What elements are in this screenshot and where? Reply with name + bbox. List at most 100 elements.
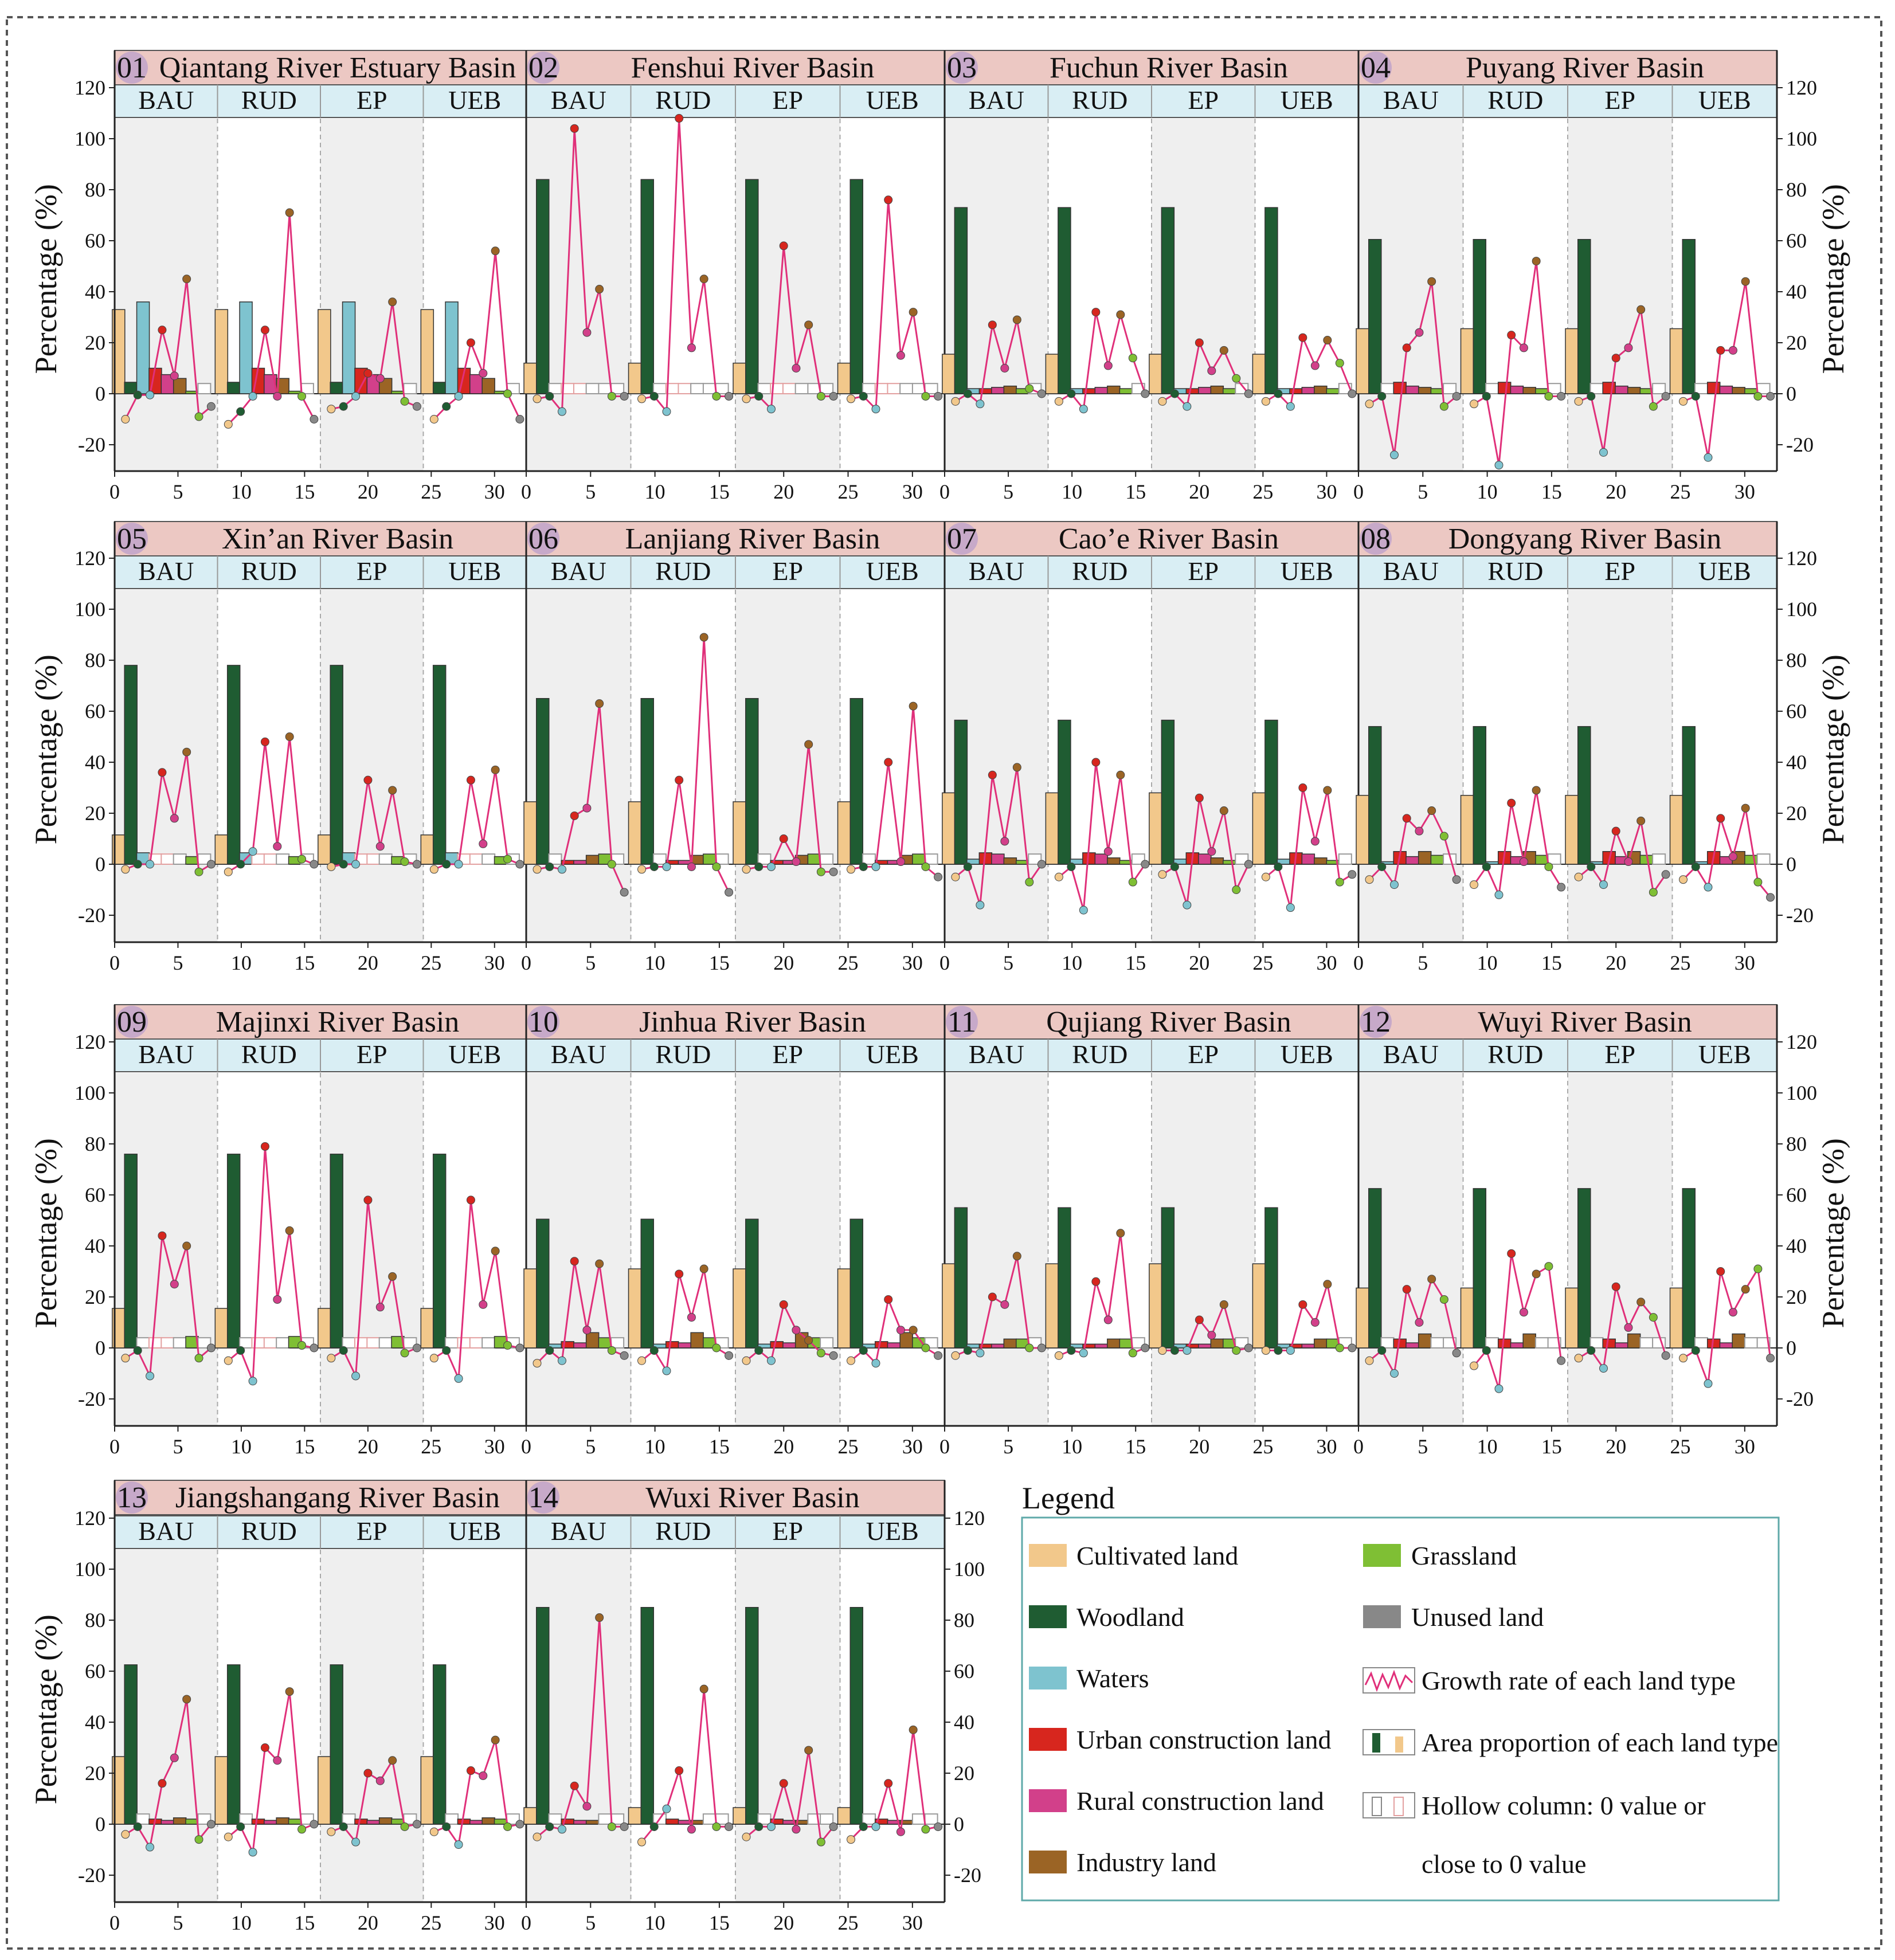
growth-point-woodland [1377, 862, 1387, 871]
x-tick-label: 25 [838, 480, 859, 503]
bar-woodland [330, 1664, 343, 1825]
bar-industry [899, 1332, 913, 1349]
bar-industry [1210, 857, 1224, 865]
growth-point-industry [804, 1336, 813, 1345]
growth-point-rural [479, 369, 488, 378]
growth-point-rural [170, 1280, 179, 1289]
scenario-label-ueb: UEB [1281, 556, 1333, 586]
growth-line [1473, 1253, 1563, 1389]
bar-industry [1418, 1333, 1432, 1349]
growth-point-waters [557, 1356, 566, 1365]
bar-woodland [1264, 207, 1278, 394]
scenario-label-ep: EP [772, 556, 803, 586]
bar-rural [1405, 1342, 1419, 1349]
bar-hollow-unused [924, 1813, 938, 1825]
bar-cultivated [837, 1807, 851, 1825]
y-tick-label: 60 [85, 1183, 105, 1206]
scenario-label-bau: BAU [551, 1040, 606, 1069]
bar-hollow-unused [197, 383, 212, 395]
bar-woodland [1058, 207, 1071, 394]
growth-point-woodland [859, 391, 868, 401]
bar-industry [1210, 1338, 1224, 1349]
bar-hollow-unused [1235, 853, 1249, 865]
bar-cultivated [1460, 795, 1474, 865]
growth-point-cultivated [121, 1830, 130, 1839]
panel-number-badge [527, 523, 559, 555]
bar-hollow-rural [366, 853, 381, 865]
growth-point-grassland [1128, 354, 1137, 363]
bar-rural [1094, 387, 1109, 394]
growth-point-urban [1091, 308, 1101, 317]
growth-point-grassland [503, 854, 512, 864]
scenario-label-ep: EP [1604, 85, 1635, 115]
y-tick-label-right: 100 [1786, 598, 1817, 621]
growth-point-woodland [339, 1822, 348, 1831]
growth-point-urban [779, 1300, 788, 1309]
bar-hollow-industry [481, 1337, 496, 1349]
growth-point-unused [1661, 1351, 1670, 1360]
bar-cultivated [523, 1268, 537, 1349]
legend-swatch-unused [1363, 1605, 1401, 1628]
bar-rural [1719, 1342, 1733, 1349]
bar-woodland [849, 698, 864, 865]
growth-point-industry [182, 1695, 191, 1704]
growth-point-grassland [816, 391, 825, 401]
growth-point-woodland [1274, 862, 1283, 871]
legend-box [1021, 1516, 1780, 1902]
y-tick-label: -20 [78, 433, 105, 456]
y-tick-label-right: 0 [1786, 382, 1796, 405]
growth-point-urban [675, 1766, 684, 1775]
bar-hollow-unused [1235, 1337, 1249, 1349]
growth-point-woodland [649, 1822, 659, 1831]
growth-point-cultivated [637, 1356, 647, 1365]
growth-point-cultivated [1054, 872, 1063, 881]
bar-woodland [954, 1207, 968, 1349]
y-tick-label-right: 60 [1786, 700, 1807, 723]
scenario-label-ep: EP [1604, 556, 1635, 586]
bar-grassland [1430, 854, 1444, 865]
growth-point-cultivated [847, 1835, 856, 1844]
growth-point-urban [1716, 814, 1725, 823]
bar-cultivated [1356, 1287, 1369, 1349]
bar-rural [1198, 853, 1212, 865]
growth-point-urban [675, 775, 684, 785]
x-tick-label: 0 [109, 1911, 120, 1934]
y-tick-label-right: 120 [1786, 1030, 1817, 1053]
scenario-label-rud: RUD [655, 1516, 711, 1546]
growth-point-cultivated [224, 1356, 233, 1365]
growth-point-rural [1519, 857, 1528, 867]
bar-woodland [1473, 239, 1487, 394]
y-tick-label: 0 [95, 853, 105, 876]
growth-point-grassland [503, 1341, 512, 1350]
panel-number-badge [527, 1481, 559, 1514]
bar-woodland [954, 719, 968, 865]
bar-woodland [226, 665, 241, 865]
growth-point-grassland [712, 1822, 721, 1831]
legend-swatch-grassland [1363, 1544, 1401, 1567]
bar-grassland [1223, 860, 1236, 865]
growth-point-grassland [1232, 374, 1241, 383]
bar-rural [991, 387, 1005, 394]
growth-point-unused [934, 1351, 943, 1360]
growth-point-rural [479, 1300, 488, 1309]
bar-cultivated [420, 1308, 434, 1349]
x-tick-label: 5 [585, 1911, 596, 1934]
growth-point-cultivated [847, 1356, 856, 1365]
panel-number-badge [1360, 52, 1392, 84]
growth-point-waters [248, 1377, 257, 1386]
legend-label-growth: Growth rate of each land type [1422, 1666, 1736, 1695]
growth-point-industry [1012, 315, 1021, 324]
bar-rural [160, 1820, 175, 1825]
growth-point-woodland [236, 407, 245, 416]
growth-point-cultivated [637, 865, 647, 874]
x-tick-label: 25 [1670, 480, 1691, 503]
growth-point-cultivated [1470, 399, 1479, 409]
bar-rural [1198, 387, 1212, 394]
growth-point-grassland [1335, 877, 1344, 887]
y-axis-title-left: Percentage (%) [29, 184, 63, 374]
growth-point-unused [829, 1822, 838, 1831]
x-tick-label: 30 [484, 951, 505, 974]
growth-point-unused [1348, 1343, 1357, 1353]
panel-title: Dongyang River Basin [1448, 523, 1722, 555]
